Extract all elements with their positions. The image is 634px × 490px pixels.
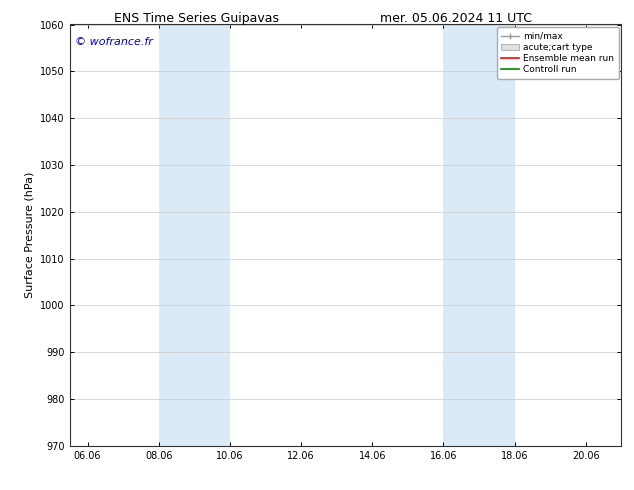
Legend: min/max, acute;cart type, Ensemble mean run, Controll run: min/max, acute;cart type, Ensemble mean … — [497, 27, 619, 79]
Text: mer. 05.06.2024 11 UTC: mer. 05.06.2024 11 UTC — [380, 12, 533, 25]
Bar — [158, 24, 230, 446]
Y-axis label: Surface Pressure (hPa): Surface Pressure (hPa) — [25, 172, 35, 298]
Text: ENS Time Series Guipavas: ENS Time Series Guipavas — [114, 12, 279, 25]
Text: © wofrance.fr: © wofrance.fr — [75, 37, 153, 47]
Bar — [443, 24, 515, 446]
